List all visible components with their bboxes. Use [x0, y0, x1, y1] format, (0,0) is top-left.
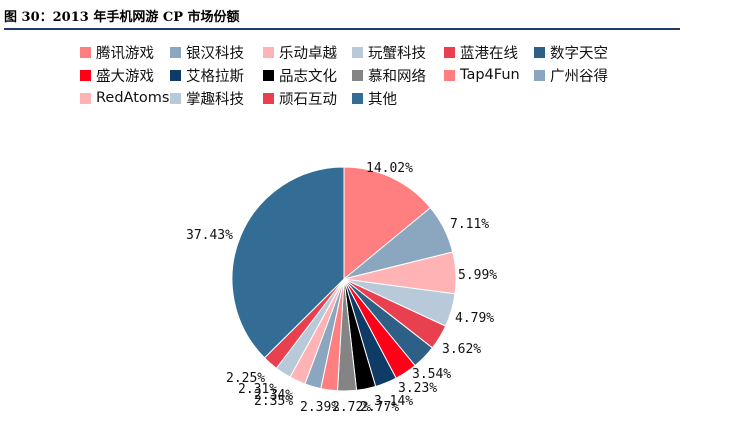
legend-label: 数字天空 [550, 45, 608, 62]
legend-swatch [263, 46, 274, 58]
data-label: 3.23% [398, 381, 437, 396]
legend-label: 银汉科技 [186, 45, 244, 62]
legend-swatch [263, 92, 274, 104]
legend-swatch [444, 46, 455, 58]
legend-label: RedAtoms [96, 90, 170, 106]
data-label: 2.31% [238, 382, 277, 397]
legend-swatch [80, 69, 91, 81]
pie-slice [231, 166, 345, 359]
legend-label: 其他 [368, 91, 397, 108]
legend-item: 数字天空 [534, 42, 608, 62]
legend-swatch [80, 92, 91, 104]
legend-label: 掌趣科技 [186, 91, 244, 108]
legend-label: 乐动卓越 [279, 45, 337, 62]
legend-swatch [352, 46, 363, 58]
legend-label: 盛大游戏 [96, 68, 154, 85]
data-label: 3.14% [374, 394, 413, 409]
legend-item: 盛大游戏 [80, 65, 154, 85]
legend-swatch [263, 69, 274, 81]
legend-swatch [170, 69, 181, 81]
legend-label: 蓝港在线 [460, 45, 518, 62]
data-label: 2.25% [226, 371, 265, 386]
legend-swatch [80, 46, 91, 58]
pie-data-labels: 14.02% 7.11% 5.99% 4.79% 3.62% 3.54%3.23%3.14… [186, 161, 497, 415]
legend-label: 艾格拉斯 [186, 68, 244, 85]
legend-item: 腾讯游戏 [80, 42, 154, 62]
legend-item: 蓝港在线 [444, 42, 518, 62]
data-label: 5.99% [458, 268, 497, 283]
legend-item: 乐动卓越 [263, 42, 337, 62]
legend-swatch [170, 92, 181, 104]
legend-swatch [534, 46, 545, 58]
data-label: 37.43% [186, 228, 233, 243]
legend-item: 广州谷得 [534, 65, 608, 85]
legend-item: 慕和网络 [352, 65, 426, 85]
data-label: 2.77% [360, 400, 399, 415]
legend-swatch [534, 69, 545, 81]
legend-label: 顽石互动 [279, 91, 337, 108]
legend-item: 品志文化 [263, 65, 337, 85]
legend-label: Tap4Fun [460, 67, 520, 83]
data-label: 2.72% [332, 400, 371, 415]
data-label: 4.79% [455, 311, 494, 326]
title-rule [4, 28, 680, 30]
legend-swatch [352, 92, 363, 104]
legend-item: 艾格拉斯 [170, 65, 244, 85]
legend-label: 玩蟹科技 [368, 45, 426, 62]
data-label: 2.39% [300, 400, 339, 415]
data-label: 2.35% [254, 394, 293, 409]
legend-label: 品志文化 [279, 68, 337, 85]
legend-item: RedAtoms [80, 88, 169, 108]
pie-slices [231, 166, 457, 392]
legend-item: Tap4Fun [444, 65, 520, 85]
legend-swatch [444, 69, 455, 81]
data-label: 3.62% [442, 342, 481, 357]
data-label: 2.34% [254, 388, 293, 403]
data-label: 14.02% [366, 161, 413, 176]
legend-item: 玩蟹科技 [352, 42, 426, 62]
data-label: 7.11% [450, 217, 489, 232]
data-label: 3.54% [412, 367, 451, 382]
figure-title: 图 30：2013 年手机网游 CP 市场份额 [4, 10, 240, 25]
legend-item: 银汉科技 [170, 42, 244, 62]
legend-swatch [352, 69, 363, 81]
legend-swatch [170, 46, 181, 58]
legend-item: 掌趣科技 [170, 88, 244, 108]
legend-item: 顽石互动 [263, 88, 337, 108]
pie-slice [343, 166, 432, 281]
legend-label: 腾讯游戏 [96, 45, 154, 62]
legend-label: 慕和网络 [368, 68, 426, 85]
legend-item: 其他 [352, 88, 397, 108]
legend-label: 广州谷得 [550, 68, 608, 85]
